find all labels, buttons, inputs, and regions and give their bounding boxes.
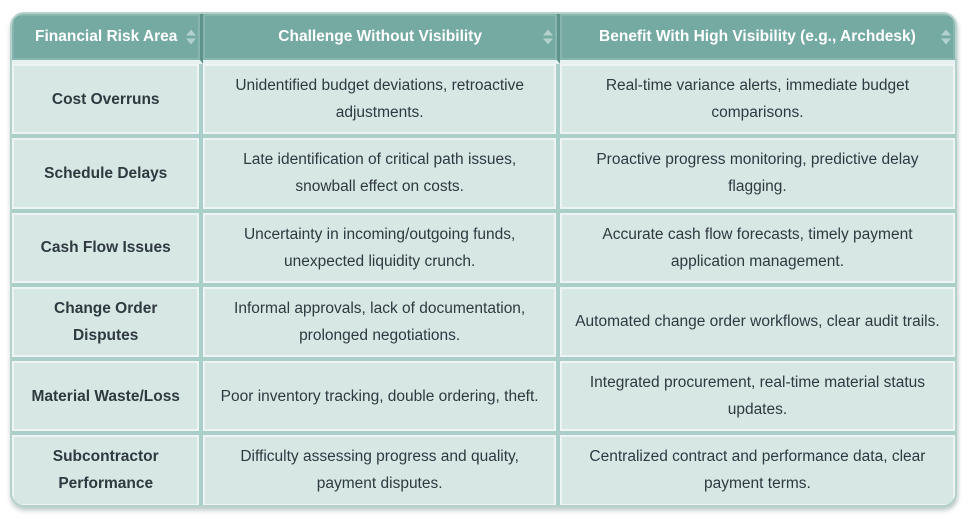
benefit-cell: Automated change order workflows, clear … xyxy=(559,286,955,361)
challenge-cell: Uncertainty in incoming/outgoing funds, … xyxy=(203,212,560,287)
risk-area-cell: Material Waste/Loss xyxy=(12,361,204,436)
table-row: Subcontractor Performance Difficulty ass… xyxy=(12,435,955,505)
sort-arrows-icon[interactable] xyxy=(186,29,197,45)
column-header-benefit-with-high-visibility[interactable]: Benefit With High Visibility (e.g., Arch… xyxy=(559,14,955,64)
column-header-label: Financial Risk Area xyxy=(34,28,178,46)
column-header-challenge-without-visibility[interactable]: Challenge Without Visibility xyxy=(203,14,560,64)
benefit-cell: Integrated procurement, real-time materi… xyxy=(559,361,955,436)
sort-arrows-icon[interactable] xyxy=(542,29,553,45)
header-row: Financial Risk Area Challenge Without Vi… xyxy=(12,14,955,64)
column-header-label: Challenge Without Visibility xyxy=(278,28,482,46)
benefit-cell: Centralized contract and performance dat… xyxy=(559,435,955,505)
sort-arrows-icon[interactable] xyxy=(941,29,951,45)
table-row: Schedule Delays Late identification of c… xyxy=(12,138,955,213)
risk-area-cell: Subcontractor Performance xyxy=(12,435,204,505)
challenge-cell: Informal approvals, lack of documentatio… xyxy=(203,286,560,361)
risk-area-cell: Cash Flow Issues xyxy=(12,212,204,287)
benefit-cell: Real-time variance alerts, immediate bud… xyxy=(559,64,955,139)
risk-area-cell: Schedule Delays xyxy=(12,138,204,213)
table-row: Cash Flow Issues Uncertainty in incoming… xyxy=(12,212,955,287)
financial-risk-table: Financial Risk Area Challenge Without Vi… xyxy=(12,14,955,505)
table-row: Change Order Disputes Informal approvals… xyxy=(12,286,955,361)
benefit-cell: Accurate cash flow forecasts, timely pay… xyxy=(559,212,955,287)
challenge-cell: Poor inventory tracking, double ordering… xyxy=(203,361,560,436)
challenge-cell: Difficulty assessing progress and qualit… xyxy=(203,435,560,505)
challenge-cell: Unidentified budget deviations, retroact… xyxy=(203,64,560,139)
challenge-cell: Late identification of critical path iss… xyxy=(203,138,560,213)
column-header-label: Benefit With High Visibility (e.g., Arch… xyxy=(599,28,916,46)
risk-area-cell: Change Order Disputes xyxy=(12,286,204,361)
benefit-cell: Proactive progress monitoring, predictiv… xyxy=(559,138,955,213)
risk-table-card: Financial Risk Area Challenge Without Vi… xyxy=(10,12,957,507)
column-header-financial-risk-area[interactable]: Financial Risk Area xyxy=(12,14,204,64)
table-row: Cost Overruns Unidentified budget deviat… xyxy=(12,64,955,139)
risk-area-cell: Cost Overruns xyxy=(12,64,204,139)
table-row: Material Waste/Loss Poor inventory track… xyxy=(12,361,955,436)
